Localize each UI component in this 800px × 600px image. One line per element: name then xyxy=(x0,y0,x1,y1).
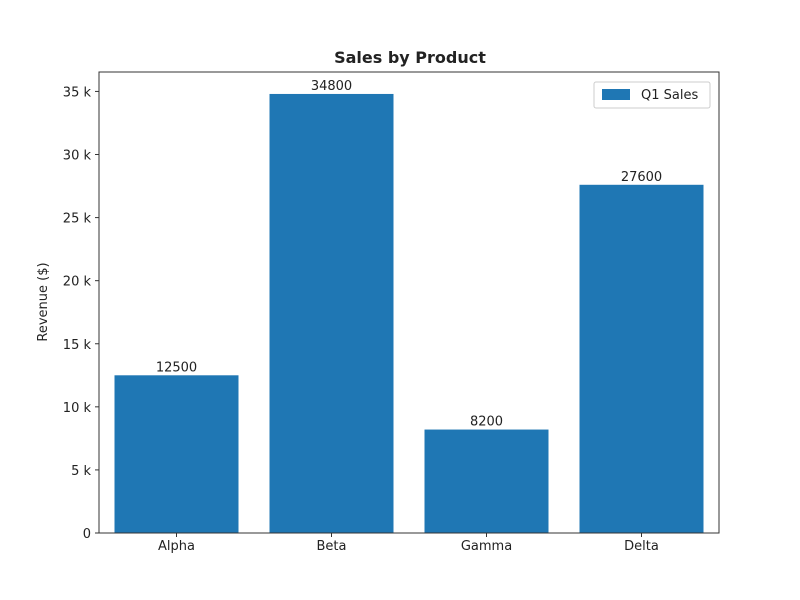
bars-group xyxy=(114,93,704,533)
legend-label: Q1 Sales xyxy=(641,88,698,103)
bar-delta xyxy=(579,184,704,533)
x-tick-label: Beta xyxy=(317,539,347,554)
legend: Q1 Sales xyxy=(593,81,711,109)
data-labels-group: 12500 34800 8200 27600 xyxy=(156,79,662,430)
legend-swatch xyxy=(602,89,630,100)
data-label-alpha: 12500 xyxy=(156,360,197,375)
y-tick-label: 35 k xyxy=(63,85,92,100)
x-axis: Alpha Beta Gamma Delta xyxy=(158,533,659,554)
chart-title: Sales by Product xyxy=(334,48,486,67)
x-tick-label: Gamma xyxy=(461,539,512,554)
plot-frame xyxy=(98,71,720,534)
y-tick-label: 10 k xyxy=(63,401,92,416)
y-tick-label: 30 k xyxy=(63,149,92,164)
y-tick-label: 15 k xyxy=(63,338,92,353)
data-label-delta: 27600 xyxy=(621,170,662,185)
y-axis-label: Revenue ($) xyxy=(36,262,51,341)
y-tick-label: 25 k xyxy=(63,212,92,227)
y-tick-label: 5 k xyxy=(71,464,91,479)
x-tick-label: Alpha xyxy=(158,539,195,554)
data-label-beta: 34800 xyxy=(311,79,352,94)
bar-beta xyxy=(269,93,394,533)
legend-box xyxy=(593,81,711,109)
x-tick-label: Delta xyxy=(624,539,659,554)
y-axis: 0 5 k 10 k 15 k 20 k 25 k 30 k 35 k xyxy=(63,85,99,542)
bar-gamma xyxy=(424,429,549,533)
data-label-gamma: 8200 xyxy=(470,415,503,430)
y-tick-label: 0 xyxy=(83,527,91,542)
bar-alpha xyxy=(114,375,239,533)
y-tick-label: 20 k xyxy=(63,275,92,290)
